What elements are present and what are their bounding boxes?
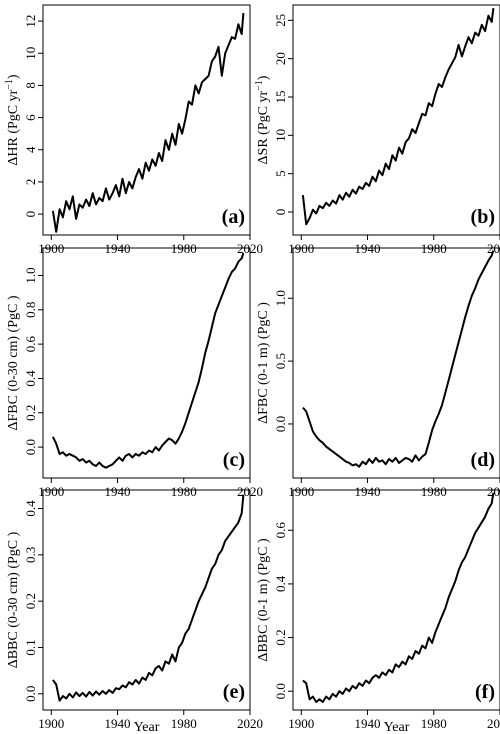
panel-4-x-tick-label: 1900 xyxy=(288,484,314,499)
panel-5-x-axis-label: Year xyxy=(134,720,160,734)
panel-6-y-tick-label: 0.6 xyxy=(273,522,288,539)
panel-3-y-axis-label: ΔFBC (0-30 cm) (PgC ) xyxy=(6,295,21,430)
panel-5-x-tick-label: 1980 xyxy=(171,716,197,731)
panel-1-y-axis-label-main: ΔHR (PgC yr xyxy=(6,89,21,165)
panel-2-y-tick-label: 0 xyxy=(273,209,288,216)
panel-3-x-tick-label: 1980 xyxy=(171,484,197,499)
panel-5-y-axis-label-main: ΔBBC (0-30 cm) (PgC ) xyxy=(6,531,21,668)
panel-3-x-tick-label: 1900 xyxy=(38,484,64,499)
panel-3-x-tick-label: 1940 xyxy=(105,484,131,499)
panel-4-x-tick-label: 1980 xyxy=(421,484,447,499)
panel-6-panel-label: (f) xyxy=(475,681,495,703)
panel-6-y-axis-label-main: ΔBBC (0-1 m) (PgC ) xyxy=(256,538,271,662)
panel-5-y-tick-label: 0.4 xyxy=(23,500,38,517)
panel-2-y-tick-label: 5 xyxy=(273,170,288,177)
panel-5-y-tick-label: 0.3 xyxy=(23,547,38,563)
panel-2-y-tick-label: 25 xyxy=(273,14,288,27)
panel-6-y-tick-label: 0.0 xyxy=(273,683,288,699)
panel-4-panel-label: (d) xyxy=(471,449,495,471)
panel-3-y-tick-label: 0.0 xyxy=(23,439,38,455)
panel-1-y-tick-label: 12 xyxy=(23,15,38,28)
panel-4-y-axis-label-main: ΔFBC (0-1 m) (PgC ) xyxy=(256,302,271,424)
panel-4-frame xyxy=(292,247,500,479)
panel-2-y-axis-label-main: ΔSR (PgC yr xyxy=(256,91,271,165)
panel-5-x-tick-label: 2020 xyxy=(237,716,263,731)
panel-1-series-line xyxy=(51,12,245,233)
panel-2-y-tick-label: 10 xyxy=(273,129,288,142)
panel-1-y-tick-label: 8 xyxy=(23,82,38,89)
panel-6-y-tick-label: 0.4 xyxy=(273,575,288,592)
panel-1-y-axis-label: ΔHR (PgC yr−1) xyxy=(4,74,21,166)
panel-4-x-tick-label: 1940 xyxy=(355,484,381,499)
panel-6-x-tick-label: 1980 xyxy=(421,716,447,731)
panel-2-y-axis-label-superscript: −1 xyxy=(254,80,265,91)
panel-4-y-tick-label: 1.0 xyxy=(273,290,288,306)
panel-2-y-axis-label-tail: ) xyxy=(256,75,271,80)
panel-1-y-axis-label-tail: ) xyxy=(6,74,21,79)
panel-3-y-tick-label: 0.8 xyxy=(23,302,38,318)
panel-3-y-tick-label: 0.6 xyxy=(23,335,38,352)
panel-5-frame xyxy=(42,489,251,711)
panel-4-x-tick-label: 2020 xyxy=(487,484,500,499)
panel-1-y-axis-label-superscript: −1 xyxy=(4,79,15,90)
panel-1-y-tick-label: 6 xyxy=(23,114,38,121)
panel-6-x-tick-label: 1940 xyxy=(355,716,381,731)
panel-3-y-tick-label: 0.4 xyxy=(23,370,38,387)
panel-4-y-tick-label: 0.5 xyxy=(273,353,288,369)
panel-3-panel-label: (c) xyxy=(223,449,245,471)
panel-4-series-line xyxy=(302,250,495,468)
panel-2-y-tick-label: 20 xyxy=(273,52,288,65)
panel-5-y-tick-label: 0.1 xyxy=(23,639,38,655)
panel-6-x-axis-label: Year xyxy=(384,720,410,734)
panel-1-panel-label: (a) xyxy=(222,206,245,228)
panel-4-y-axis-label: ΔFBC (0-1 m) (PgC ) xyxy=(256,302,271,424)
panel-5-x-tick-label: 1940 xyxy=(105,716,131,731)
panel-3-y-tick-label: 1.0 xyxy=(23,267,38,283)
panel-5-series-line xyxy=(52,494,245,702)
panel-5-x-tick-label: 1900 xyxy=(38,716,64,731)
panel-4-y-tick-label: 0.0 xyxy=(273,416,288,432)
panel-1-y-tick-label: 0 xyxy=(23,211,38,218)
panel-5-y-tick-label: 0.2 xyxy=(23,593,38,609)
panel-5-y-tick-label: 0.0 xyxy=(23,686,38,702)
panel-6-x-tick-label: 1900 xyxy=(288,716,314,731)
panel-1-frame xyxy=(42,4,251,236)
panel-5-y-axis-label: ΔBBC (0-30 cm) (PgC ) xyxy=(6,531,21,668)
panel-1-y-tick-label: 10 xyxy=(23,47,38,60)
panel-2-y-axis-label: ΔSR (PgC yr−1) xyxy=(254,75,271,164)
panel-6-x-tick-label: 2020 xyxy=(487,716,500,731)
panel-6-y-axis-label: ΔBBC (0-1 m) (PgC ) xyxy=(256,538,271,662)
panel-6-y-tick-label: 0.2 xyxy=(273,629,288,645)
panel-5-panel-label: (e) xyxy=(223,681,245,703)
panel-6-frame xyxy=(292,489,500,711)
panel-3-frame xyxy=(42,247,251,479)
panel-2-series-line xyxy=(301,7,495,226)
panel-2-panel-label: (b) xyxy=(471,206,495,228)
panel-1-y-tick-label: 4 xyxy=(23,146,38,153)
panel-2-y-tick-label: 15 xyxy=(273,91,288,104)
panel-1-y-tick-label: 2 xyxy=(23,179,38,186)
panel-3-series-line xyxy=(51,252,245,469)
panel-2-frame xyxy=(292,4,500,236)
panel-3-y-tick-label: 0.2 xyxy=(23,405,38,421)
panel-3-y-axis-label-main: ΔFBC (0-30 cm) (PgC ) xyxy=(6,295,21,430)
panel-6-series-line xyxy=(302,492,495,703)
